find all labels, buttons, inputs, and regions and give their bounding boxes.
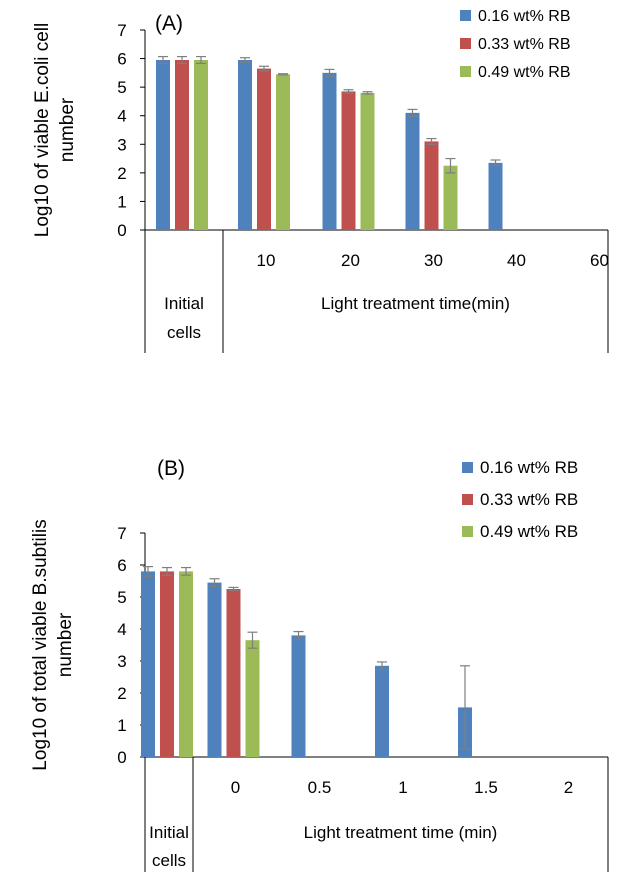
x-tick-label: 10 (257, 251, 276, 270)
legend-label: 0.49 wt% RB (480, 522, 578, 541)
y-tick-label: 7 (117, 524, 126, 543)
bar (194, 60, 208, 230)
bar (405, 112, 420, 230)
y-axis-title-line: number (55, 612, 76, 677)
bar (257, 68, 271, 230)
bar (156, 60, 170, 230)
panel-label: (A) (155, 12, 183, 35)
legend-swatch (460, 66, 471, 77)
legend-swatch (462, 526, 473, 537)
bar (375, 665, 389, 757)
bar (443, 165, 458, 230)
bar (179, 571, 193, 757)
bar (322, 72, 337, 230)
y-tick-label: 4 (117, 107, 126, 126)
legend-label: 0.16 wt% RB (480, 458, 578, 477)
chart-b: 0 1 2 3 4 5 6 7 0 0.5 1 1.5 2 Initial cells Light treat… (30, 457, 609, 872)
bar (238, 60, 252, 230)
initial-cells-label: cells (167, 323, 201, 342)
bar (245, 640, 260, 757)
legend-label: 0.16 wt% RB (478, 8, 570, 25)
legend-label: 0.33 wt% RB (478, 36, 570, 53)
bar (488, 162, 503, 230)
y-tick-label: 0 (117, 221, 126, 240)
x-axis-title: Light treatment time(min) (321, 294, 510, 313)
y-axis-title: Log10 of total viable B.subtilis number (30, 519, 76, 770)
x-tick-label: 60 (590, 251, 609, 270)
bar (424, 141, 439, 230)
y-tick-label: 2 (117, 164, 126, 183)
initial-cells-label: Initial (149, 823, 189, 842)
x-tick-label: 1 (398, 778, 407, 797)
y-tick-label: 0 (117, 748, 126, 767)
bar (341, 91, 356, 230)
chart-a: 0 1 2 3 4 5 6 7 10 20 30 40 60 Initial cells Light trea… (32, 8, 609, 353)
legend-swatch (462, 494, 473, 505)
y-tick-label: 7 (117, 21, 126, 40)
y-axis-title-line: number (57, 97, 78, 162)
y-tick-label: 2 (117, 684, 126, 703)
initial-cells-label: cells (152, 851, 186, 870)
panel-label: (B) (157, 457, 185, 480)
y-tick-label: 3 (117, 652, 126, 671)
y-tick-label: 6 (117, 50, 126, 69)
bar (160, 571, 174, 757)
x-tick-label: 2 (564, 778, 573, 797)
bar (175, 60, 189, 230)
bar (141, 571, 155, 757)
y-tick-label: 5 (117, 588, 126, 607)
initial-cells-label: Initial (164, 294, 204, 313)
legend-label: 0.49 wt% RB (478, 64, 570, 81)
bar (291, 635, 306, 757)
bar (360, 92, 375, 230)
bar (276, 74, 290, 231)
x-tick-label: 40 (507, 251, 526, 270)
x-axis-title: Light treatment time (min) (304, 823, 498, 842)
x-tick-label: 0 (231, 778, 240, 797)
y-tick-label: 1 (117, 192, 126, 211)
y-tick-label: 5 (117, 78, 126, 97)
legend-swatch (462, 462, 473, 473)
x-tick-label: 20 (341, 251, 360, 270)
y-tick-label: 3 (117, 135, 126, 154)
x-tick-label: 1.5 (474, 778, 498, 797)
y-tick-label: 1 (117, 716, 126, 735)
y-axis-title-line: Log10 of viable E.coli cell (32, 23, 53, 237)
bar (207, 582, 222, 757)
x-tick-label: 30 (424, 251, 443, 270)
legend-label: 0.33 wt% RB (480, 490, 578, 509)
legend-swatch (460, 10, 471, 21)
y-axis-title: Log10 of viable E.coli cell number (32, 23, 78, 237)
y-tick-label: 4 (117, 620, 126, 639)
bar (226, 589, 241, 757)
legend-swatch (460, 38, 471, 49)
x-tick-label: 0.5 (308, 778, 332, 797)
y-tick-label: 6 (117, 556, 126, 575)
y-axis-title-line: Log10 of total viable B.subtilis (30, 519, 51, 770)
